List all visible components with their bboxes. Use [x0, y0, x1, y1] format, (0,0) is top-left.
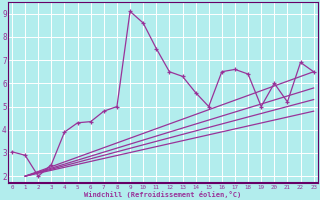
X-axis label: Windchill (Refroidissement éolien,°C): Windchill (Refroidissement éolien,°C) [84, 191, 242, 198]
